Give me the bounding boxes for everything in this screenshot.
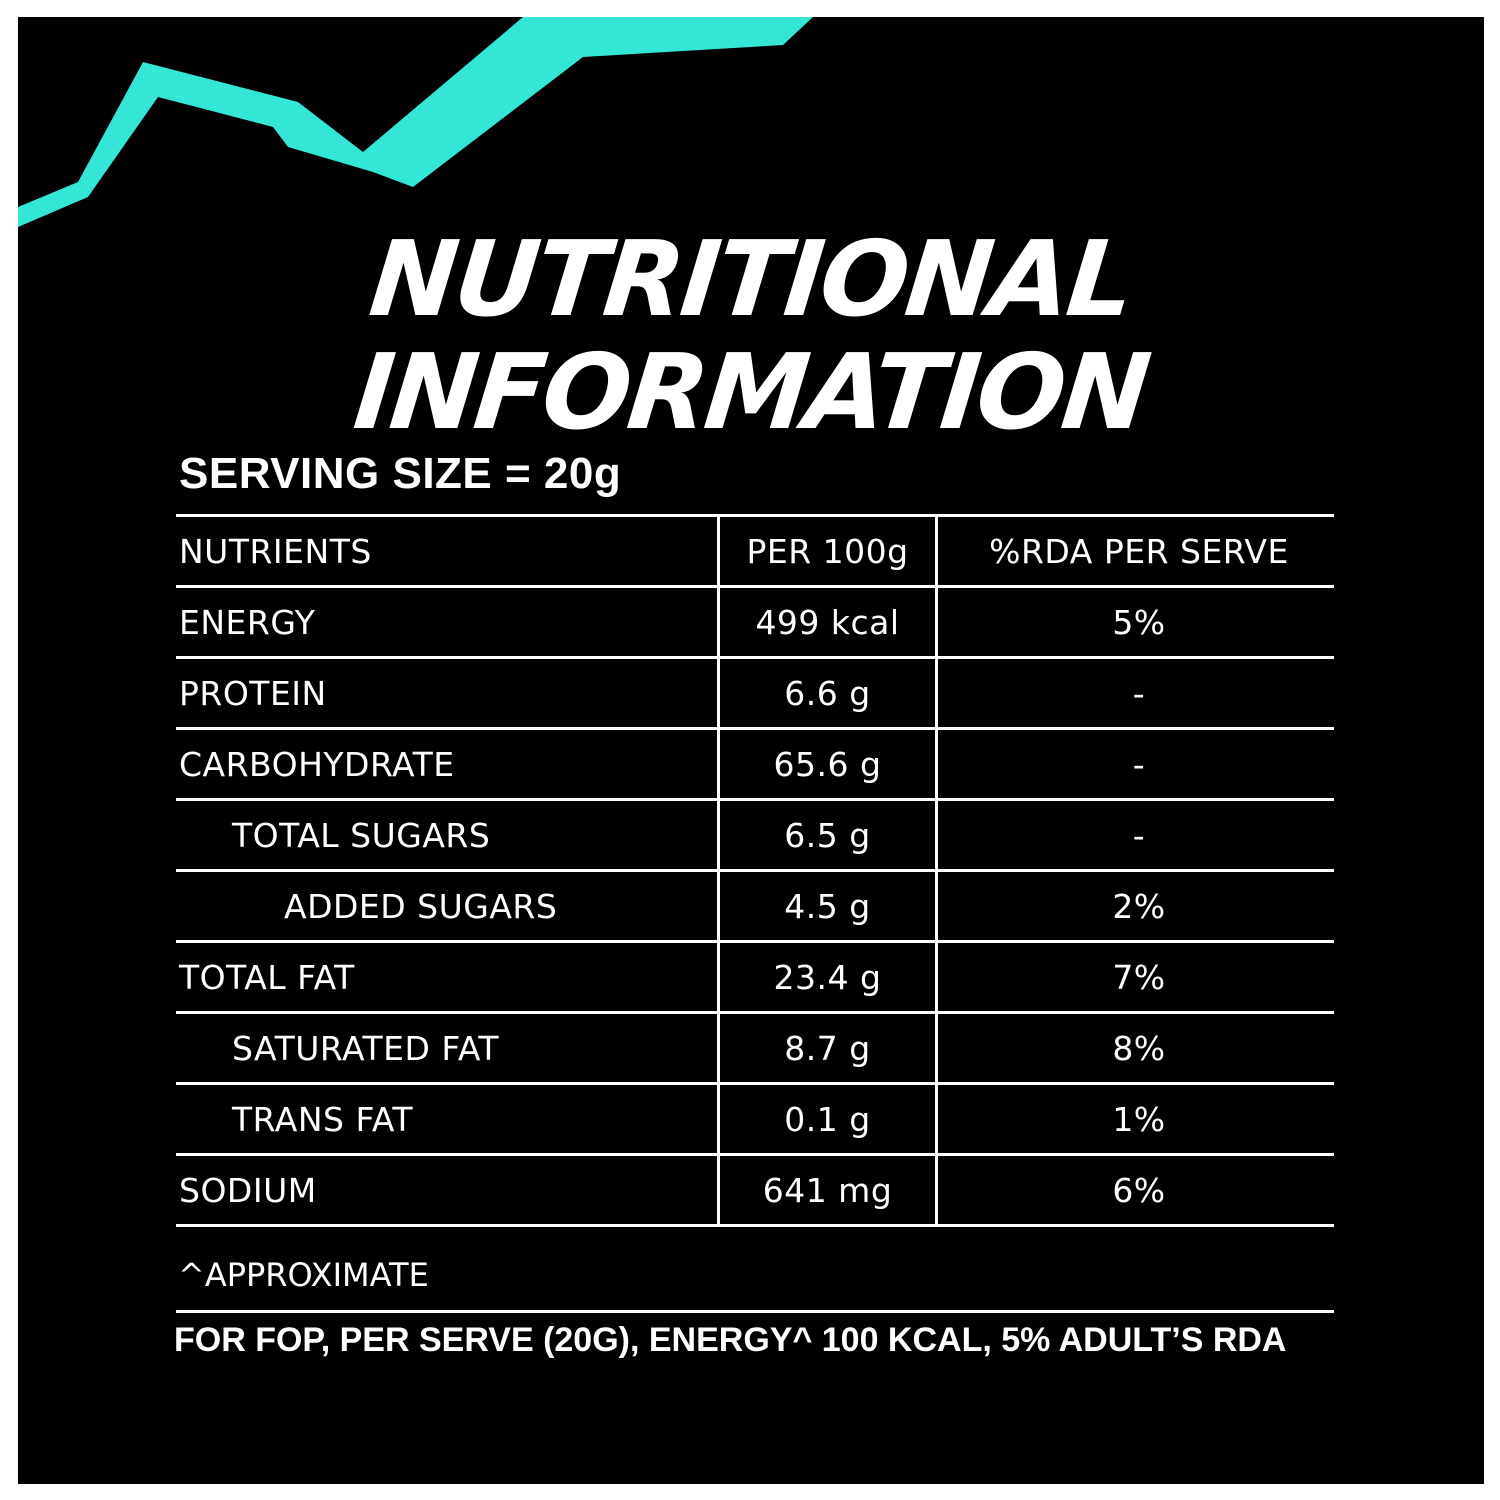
- table-row: SATURATED FAT 8.7 g 8%: [176, 1014, 1334, 1085]
- table-row: ENERGY 499 kcal 5%: [176, 588, 1334, 659]
- nutrient-name: TOTAL SUGARS: [232, 815, 491, 855]
- teal-zigzag-decoration: [18, 17, 813, 227]
- nutrient-rda: 6%: [935, 1156, 1334, 1224]
- table-row: ADDED SUGARS 4.5 g 2%: [176, 872, 1334, 943]
- nutrient-rda: -: [935, 659, 1334, 727]
- nutrient-name: PROTEIN: [179, 673, 327, 713]
- header-nutrients: NUTRIENTS: [179, 531, 372, 571]
- nutrient-rda: 2%: [935, 872, 1334, 940]
- nutrient-name: SATURATED FAT: [232, 1028, 500, 1068]
- nutrient-rda: 7%: [935, 943, 1334, 1011]
- fop-statement: FOR FOP, PER SERVE (20G), ENERGY^ 100 KC…: [174, 1321, 1287, 1359]
- table-row: TOTAL SUGARS 6.5 g -: [176, 801, 1334, 872]
- nutrient-name: TOTAL FAT: [179, 957, 355, 997]
- table-row: CARBOHYDRATE 65.6 g -: [176, 730, 1334, 801]
- nutrient-per-100g: 6.5 g: [717, 801, 935, 869]
- nutrient-per-100g: 8.7 g: [717, 1014, 935, 1082]
- title-line-1: NUTRITIONAL: [364, 218, 1138, 340]
- nutrient-per-100g: 4.5 g: [717, 872, 935, 940]
- nutrient-per-100g: 499 kcal: [717, 588, 935, 656]
- table-row: PROTEIN 6.6 g -: [176, 659, 1334, 730]
- table-header-row: NUTRIENTS PER 100g %RDA PER SERVE: [176, 517, 1334, 588]
- nutrient-rda: 8%: [935, 1014, 1334, 1082]
- header-rda: %RDA PER SERVE: [935, 517, 1334, 585]
- nutrient-per-100g: 65.6 g: [717, 730, 935, 798]
- nutrition-table: NUTRIENTS PER 100g %RDA PER SERVE ENERGY…: [176, 514, 1334, 1227]
- nutrient-per-100g: 641 mg: [717, 1156, 935, 1224]
- nutrient-rda: -: [935, 730, 1334, 798]
- table-row: TOTAL FAT 23.4 g 7%: [176, 943, 1334, 1014]
- nutrient-name: CARBOHYDRATE: [179, 744, 455, 784]
- nutrition-panel: NUTRITIONAL INFORMATION SERVING SIZE = 2…: [18, 17, 1484, 1484]
- nutrient-name: ADDED SUGARS: [284, 886, 558, 926]
- table-row: SODIUM 641 mg 6%: [176, 1156, 1334, 1227]
- nutrient-rda: 5%: [935, 588, 1334, 656]
- nutrient-per-100g: 6.6 g: [717, 659, 935, 727]
- nutrient-per-100g: 0.1 g: [717, 1085, 935, 1153]
- footnote-approximate: ^APPROXIMATE: [176, 1239, 1334, 1313]
- title-line-2: INFORMATION: [348, 331, 1154, 453]
- nutrient-name: SODIUM: [179, 1170, 317, 1210]
- nutrient-rda: -: [935, 801, 1334, 869]
- nutrient-per-100g: 23.4 g: [717, 943, 935, 1011]
- nutrient-name: ENERGY: [179, 602, 316, 642]
- header-per-100g: PER 100g: [717, 517, 935, 585]
- nutrient-name: TRANS FAT: [232, 1099, 414, 1139]
- serving-size: SERVING SIZE = 20g: [179, 449, 622, 498]
- table-row: TRANS FAT 0.1 g 1%: [176, 1085, 1334, 1156]
- nutrient-rda: 1%: [935, 1085, 1334, 1153]
